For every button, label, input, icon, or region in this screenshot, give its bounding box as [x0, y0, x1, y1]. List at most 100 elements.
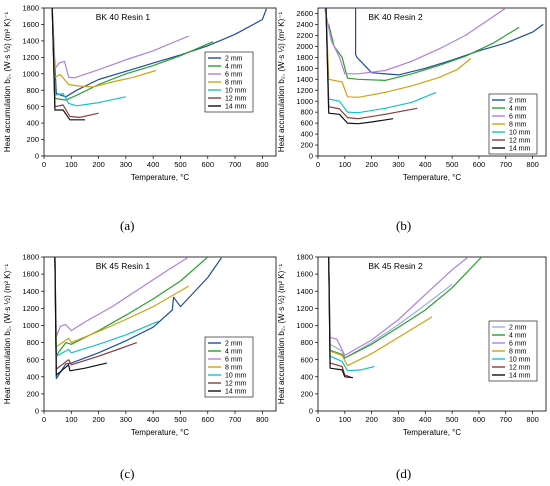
- y-tick-label: 1000: [22, 69, 39, 78]
- x-tick-label: 500: [174, 160, 187, 169]
- chart-panel-1: 0 100 200 300 400 500 600 700 800 0 200 400 600 800 10…: [3, 4, 277, 182]
- series-line-12-mm: [328, 257, 351, 378]
- series-line-2-mm: [54, 257, 222, 380]
- x-tick-label: 300: [392, 160, 405, 169]
- series-line-8-mm: [54, 257, 190, 348]
- series-line-6-mm: [328, 257, 469, 356]
- x-tick-label: 700: [229, 160, 242, 169]
- y-tick-label: 0: [309, 152, 313, 161]
- legend-label: 14 mm: [509, 146, 531, 153]
- x-axis-label: Temperature, °C: [403, 428, 462, 437]
- legend-box: [204, 51, 254, 113]
- y-tick-label: 1600: [22, 20, 39, 29]
- y-tick-label: 1400: [22, 36, 39, 45]
- y-tick-label: 200: [300, 389, 313, 398]
- y-axis-label: Heat accumulation b₂, (W·s ½) (m² K)⁻¹: [3, 12, 12, 153]
- y-tick-label: 2200: [296, 31, 313, 40]
- x-tick-label: 0: [42, 160, 46, 169]
- legend-label: 12 mm: [225, 96, 247, 103]
- x-tick-label: 300: [120, 415, 133, 424]
- x-tick-label: 500: [174, 415, 187, 424]
- y-tick-label: 800: [26, 86, 39, 95]
- x-tick-label: 0: [42, 415, 46, 424]
- x-tick-label: 300: [392, 415, 405, 424]
- x-tick-label: 600: [473, 415, 486, 424]
- x-tick-label: 0: [316, 415, 320, 424]
- x-tick-label: 700: [500, 160, 513, 169]
- x-axis-label: Temperature, °C: [403, 173, 462, 182]
- y-axis-label: Heat accumulation b₂, (W·s ½) (m² K)⁻¹: [3, 264, 12, 405]
- legend-label: 14 mm: [509, 373, 531, 380]
- y-tick-label: 200: [26, 135, 39, 144]
- y-tick-label: 1200: [22, 304, 39, 313]
- y-tick-label: 1000: [296, 97, 313, 106]
- legend-label: 6 mm: [509, 114, 527, 121]
- caption-d: (d): [396, 466, 412, 481]
- legend-label: 14 mm: [225, 104, 247, 111]
- series-line-14-mm: [51, 8, 85, 121]
- x-tick-label: 800: [526, 415, 539, 424]
- x-tick-label: 200: [365, 160, 378, 169]
- y-tick-label: 200: [300, 141, 313, 150]
- legend-label: 6 mm: [509, 341, 527, 348]
- legend-label: 10 mm: [225, 373, 247, 380]
- y-tick-label: 600: [26, 102, 39, 111]
- legend-label: 12 mm: [225, 381, 247, 388]
- series-line-6-mm: [51, 8, 189, 79]
- series-line-4-mm: [54, 257, 209, 356]
- legend-label: 10 mm: [509, 130, 531, 137]
- chart-panel-2: 0 100 200 300 400 500 600 700 800 0 200 400 600 800 10…: [277, 7, 547, 182]
- legend-label: 6 mm: [225, 357, 243, 364]
- series-line-4-mm: [328, 24, 520, 81]
- series-line-2-mm: [328, 257, 453, 359]
- chart-panel-4: 0 100 200 300 400 500 600 700 800 0 200 400 600 800 10…: [277, 253, 547, 437]
- series-line-2-mm: [355, 8, 544, 76]
- x-tick-label: 200: [365, 415, 378, 424]
- y-tick-label: 1000: [22, 321, 39, 330]
- legend-label: 8 mm: [509, 122, 527, 129]
- series-group: [54, 257, 222, 380]
- legend-label: 14 mm: [225, 389, 247, 396]
- legend-label: 6 mm: [225, 72, 243, 79]
- y-axis-label: Heat accumulation b₂, (W·s ½) (m² K)⁻¹: [277, 12, 286, 153]
- series-line-14-mm: [328, 257, 353, 379]
- legend-label: 8 mm: [225, 80, 243, 87]
- x-tick-label: 700: [500, 415, 513, 424]
- y-tick-label: 1200: [296, 304, 313, 313]
- legend-label: 10 mm: [225, 88, 247, 95]
- chart-title: BK 40 Resin 2: [368, 12, 423, 22]
- x-tick-label: 700: [229, 415, 242, 424]
- series-line-4-mm: [328, 257, 483, 359]
- series-line-10-mm: [325, 8, 437, 114]
- legend-label: 8 mm: [509, 349, 527, 356]
- x-tick-label: 500: [446, 415, 459, 424]
- y-tick-label: 600: [300, 355, 313, 364]
- x-tick-label: 100: [339, 415, 352, 424]
- x-tick-label: 800: [256, 415, 269, 424]
- legend-label: 2 mm: [509, 98, 527, 105]
- y-tick-label: 1400: [296, 75, 313, 84]
- x-tick-label: 100: [65, 160, 78, 169]
- y-tick-label: 400: [300, 372, 313, 381]
- y-tick-label: 1600: [296, 270, 313, 279]
- y-tick-label: 800: [26, 338, 39, 347]
- x-tick-label: 600: [202, 160, 215, 169]
- series-line-6-mm: [324, 8, 507, 75]
- y-tick-label: 1400: [22, 287, 39, 296]
- x-tick-label: 100: [65, 415, 78, 424]
- legend-label: 4 mm: [509, 106, 527, 113]
- y-axis-label: Heat accumulation b₂, (W·s ½) (m² K)⁻¹: [277, 264, 286, 405]
- y-tick-label: 200: [26, 389, 39, 398]
- legend-label: 2 mm: [225, 56, 243, 63]
- x-tick-label: 0: [316, 160, 320, 169]
- series-group: [51, 8, 267, 121]
- y-tick-label: 1800: [22, 253, 39, 262]
- x-tick-label: 400: [147, 415, 160, 424]
- x-tick-label: 300: [120, 160, 133, 169]
- series-line-6-mm: [54, 257, 190, 338]
